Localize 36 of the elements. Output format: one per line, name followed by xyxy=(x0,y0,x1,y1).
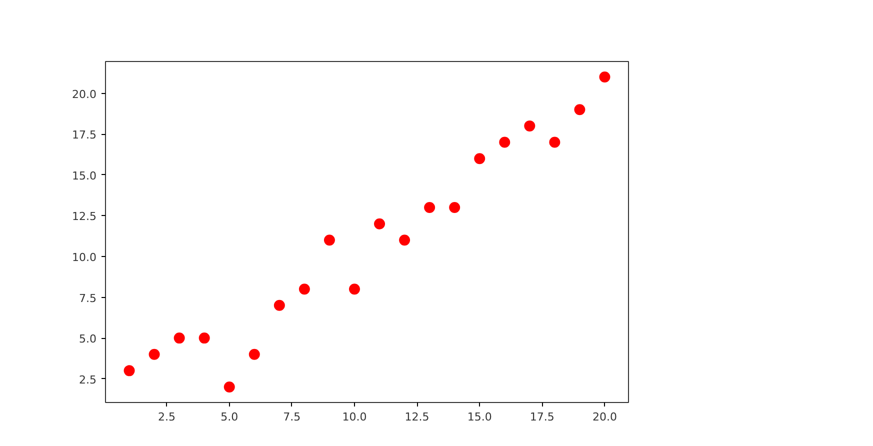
point xyxy=(374,218,386,230)
point xyxy=(474,153,486,164)
point xyxy=(499,136,510,148)
y-tick-label: 10.0 xyxy=(72,250,97,264)
y-tick-label: 20.0 xyxy=(72,88,97,101)
x-tick-label: 12.5 xyxy=(404,410,430,424)
point xyxy=(174,332,185,344)
point xyxy=(324,234,335,246)
point xyxy=(574,104,586,116)
x-tick-label: 2.5 xyxy=(158,410,176,424)
point xyxy=(298,284,310,295)
point xyxy=(124,365,135,376)
point xyxy=(224,382,235,392)
x-tick-label: 20.0 xyxy=(592,410,617,424)
y-tick-label: 15.0 xyxy=(72,169,97,182)
y-tick-label: 7.5 xyxy=(79,292,97,305)
y-tick-label: 17.5 xyxy=(72,128,97,142)
point xyxy=(399,234,410,246)
point xyxy=(198,332,210,344)
point xyxy=(449,202,460,214)
point xyxy=(348,284,360,295)
y-tick-label: 5.0 xyxy=(79,332,97,346)
point xyxy=(599,72,610,82)
y-tick-label: 12.5 xyxy=(72,210,97,224)
point xyxy=(148,348,160,360)
point xyxy=(274,300,285,311)
point xyxy=(424,202,436,214)
y-tick-label: 2.5 xyxy=(79,373,97,386)
point xyxy=(549,136,560,148)
x-tick-label: 5.0 xyxy=(220,410,238,424)
x-tick-label: 15.0 xyxy=(467,410,492,424)
point xyxy=(248,348,260,360)
x-tick-label: 7.5 xyxy=(283,410,301,424)
point xyxy=(524,120,536,132)
x-tick-label: 10.0 xyxy=(342,410,367,424)
x-tick-label: 17.5 xyxy=(530,410,554,424)
